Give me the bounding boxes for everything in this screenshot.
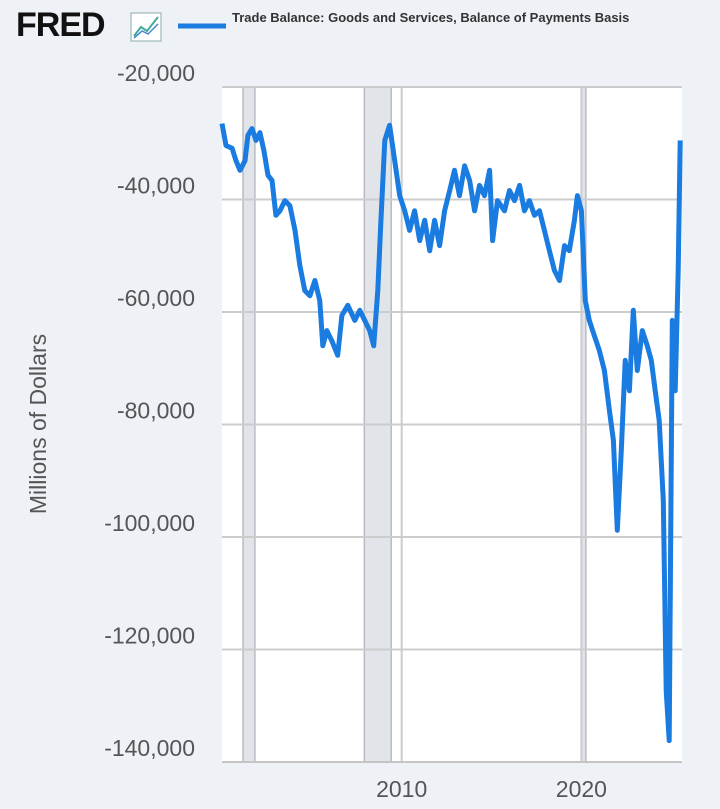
logo-icon xyxy=(130,12,162,42)
y-tick-label: -20,000 xyxy=(117,60,195,86)
data-line xyxy=(219,122,683,744)
y-tick-label: -40,000 xyxy=(117,173,195,199)
legend-label: Trade Balance: Goods and Services, Balan… xyxy=(232,10,630,25)
y-axis-label: Millions of Dollars xyxy=(25,334,51,514)
y-tick-label: -100,000 xyxy=(104,510,195,536)
x-tick-label: 2020 xyxy=(556,776,607,802)
y-tick-label: -140,000 xyxy=(104,735,195,761)
y-tick-label: -120,000 xyxy=(104,623,195,649)
y-tick-label: -60,000 xyxy=(117,285,195,311)
logo: FRED xyxy=(16,6,106,44)
y-tick-label: -80,000 xyxy=(117,398,195,424)
x-tick-label: 2010 xyxy=(376,776,427,802)
